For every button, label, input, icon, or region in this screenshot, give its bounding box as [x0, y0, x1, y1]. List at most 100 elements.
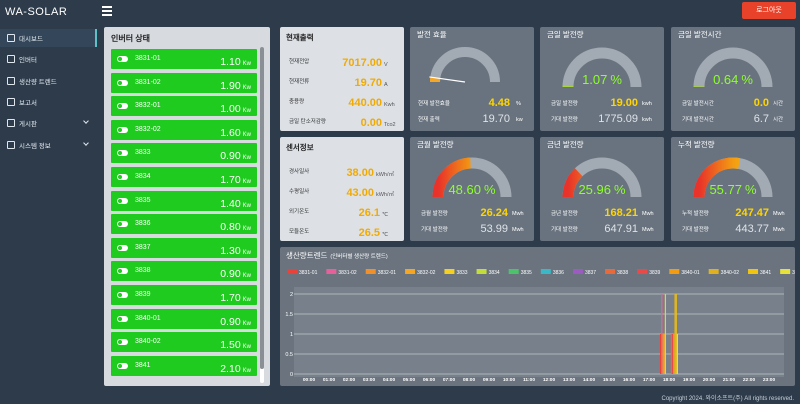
- x-tick-label: 11:00: [523, 377, 535, 383]
- sidebar-item[interactable]: 시스템 정보: [0, 136, 95, 154]
- inverter-row[interactable]: 3833 0.90 Kw: [111, 143, 257, 164]
- inverter-name: 3831-01: [135, 55, 161, 62]
- gauge-row-value: 647.91: [604, 223, 638, 235]
- inverter-toggle[interactable]: [117, 197, 128, 204]
- inverter-toggle[interactable]: [117, 339, 128, 346]
- inverter-toggle[interactable]: [117, 174, 128, 180]
- gauge-row-value: 168.21: [604, 207, 638, 219]
- gauge-percent-value: 25.96: [578, 182, 611, 197]
- sidebar-item[interactable]: 인버터: [0, 50, 95, 68]
- gauge-row-value: 1775.09: [598, 113, 638, 125]
- gauge-title: 누적 발전량: [678, 139, 715, 149]
- inverter-row[interactable]: 3832-01 1.00 Kw: [111, 96, 257, 117]
- gauge-row-unit: Mwh: [512, 227, 524, 233]
- legend-swatch: [405, 269, 416, 274]
- x-tick-label: 15:00: [603, 377, 616, 383]
- menu-toggle[interactable]: [102, 6, 112, 16]
- info-card: 현재출력 현재전압 7017.00 V 현재전류 19.70 A 충용량 440.00 Kwh 금일…: [280, 27, 404, 131]
- inverter-row[interactable]: 3839 1.70 Kw: [111, 285, 257, 305]
- inverter-row[interactable]: 3841 2.10 Kw: [111, 355, 257, 376]
- inverter-row[interactable]: 3831-02 1.90 Kw: [111, 72, 257, 93]
- chart-panel: 생산량트렌드 (인버터별 생산량 트렌드) 3831-01 3831-02 3832-0…: [280, 247, 795, 386]
- inverter-toggle[interactable]: [117, 79, 128, 86]
- inverter-row[interactable]: 3837 1.30 Kw: [111, 237, 257, 258]
- sidebar-item[interactable]: 게시판: [0, 114, 95, 132]
- inverter-row[interactable]: 3834 1.70 Kw: [111, 167, 257, 187]
- inverter-row[interactable]: 3836 0.80 Kw: [111, 214, 257, 235]
- gauge-card: 금일 발전시간 0.64% 금일 발전시간 0.0 시간 기대 발전시간 6.7 시간: [671, 27, 795, 131]
- inverter-name: 3838: [135, 267, 151, 275]
- legend-swatch: [637, 269, 648, 274]
- info-card-title: 현재출력: [286, 33, 314, 42]
- gauge-card: 발전 효율 현재 발전효율 4.48% 현재 출력 19.70 kw: [410, 27, 534, 131]
- menu-toggle-line: [102, 10, 112, 12]
- gauge-title: 금년 발전량: [547, 139, 584, 149]
- inverter-row[interactable]: 3840-02 1.50 Kw: [111, 332, 257, 353]
- inverter-toggle[interactable]: [117, 244, 128, 251]
- inverter-toggle[interactable]: [117, 362, 128, 369]
- legend-swatch: [605, 269, 616, 274]
- x-tick-label: 20:00: [703, 377, 716, 383]
- info-label: 현재전류: [289, 79, 310, 85]
- info-unit: V: [384, 62, 388, 68]
- inverter-row[interactable]: 3831-01 1.10 Kw: [111, 49, 257, 69]
- inverter-toggle[interactable]: [117, 292, 128, 298]
- inverter-toggle-knob: [118, 104, 122, 109]
- inverter-name: 3832-01: [135, 102, 161, 110]
- inverter-panel: 인버터 상태 3831-01 1.10 Kw 3831-02 1.90 Kw 3832-01 1…: [104, 27, 270, 386]
- info-label: 수평일사: [289, 189, 310, 195]
- inverter-value-box: 1.10 Kw: [220, 52, 251, 70]
- sidebar-item[interactable]: 대시보드: [0, 29, 97, 47]
- gauge-row-unit: kwh: [642, 117, 652, 123]
- inverter-toggle[interactable]: [117, 268, 128, 275]
- inverter-unit: Kw: [242, 273, 251, 280]
- gauge-row-value: 247.47: [735, 207, 769, 219]
- inverter-toggle[interactable]: [117, 103, 128, 110]
- inverter-value-box: 1.00 Kw: [220, 99, 251, 117]
- scrollbar-thumb[interactable]: [260, 47, 264, 369]
- inverter-row[interactable]: 3838 0.90 Kw: [111, 261, 257, 282]
- gauge-card: 누적 발전량 55.77% 누적 발전량 247.47 Mwh 기대 발전량 443.77 M…: [671, 137, 795, 241]
- inverter-toggle-knob: [118, 175, 122, 179]
- gauge: 금일 발전량 1.07 % 금일 발전량 19.00 kwh 기대 발전량 1775.09 kw…: [547, 29, 652, 125]
- gauge-percent-value: 1.07: [582, 72, 607, 87]
- inverter-value: 2.10: [220, 362, 241, 375]
- legend-swatch: [365, 269, 376, 274]
- gauge-row-value: 19.00: [610, 97, 638, 109]
- inverter-name: 3840-01: [135, 314, 161, 322]
- y-tick-label: 1.5: [285, 312, 293, 318]
- x-tick-label: 02:00: [343, 377, 356, 383]
- sidebar-item[interactable]: 보고서: [0, 93, 95, 111]
- gauge-row-value: 0.0: [754, 97, 769, 109]
- legend-swatch: [287, 269, 297, 274]
- logout-button[interactable]: 로그아웃: [742, 2, 796, 19]
- legend-label: 3839: [649, 270, 660, 276]
- scrollbar-track[interactable]: [260, 47, 264, 383]
- inverter-unit: Kw: [242, 131, 251, 138]
- inverter-toggle[interactable]: [117, 56, 128, 62]
- inverter-value: 0.90: [220, 268, 241, 281]
- info-value-box: 43.00 kWh/㎡: [346, 183, 394, 201]
- inverter-toggle[interactable]: [117, 315, 128, 322]
- inverter-toggle[interactable]: [117, 126, 128, 133]
- inverter-value-box: 1.40 Kw: [220, 194, 251, 212]
- x-tick-label: 19:00: [683, 377, 696, 383]
- inverter-name: 3837: [135, 243, 151, 251]
- inverter-row[interactable]: 3835 1.40 Kw: [111, 190, 257, 212]
- inverter-row[interactable]: 3840-01 0.90 Kw: [111, 308, 257, 329]
- legend-label: 3831-02: [338, 270, 357, 276]
- inverter-toggle[interactable]: [117, 221, 128, 228]
- inverter-unit: Kw: [242, 226, 251, 233]
- gauge-row-value: 26.24: [480, 207, 508, 219]
- legend-swatch: [326, 269, 337, 274]
- gauge-row-unit: 시간: [773, 115, 783, 123]
- inverter-unit: Kw: [242, 297, 251, 303]
- info-card-title: 센서정보: [286, 143, 314, 152]
- gauge-row-unit: kwh: [642, 101, 652, 107]
- x-tick-label: 03:00: [363, 377, 376, 383]
- chart-title: 생산량트렌드 (인버터별 생산량 트렌드): [286, 250, 388, 260]
- inverter-toggle[interactable]: [117, 150, 128, 157]
- sidebar-item[interactable]: 생산량 트렌드: [0, 72, 95, 90]
- inverter-row[interactable]: 3832-02 1.60 Kw: [111, 119, 257, 140]
